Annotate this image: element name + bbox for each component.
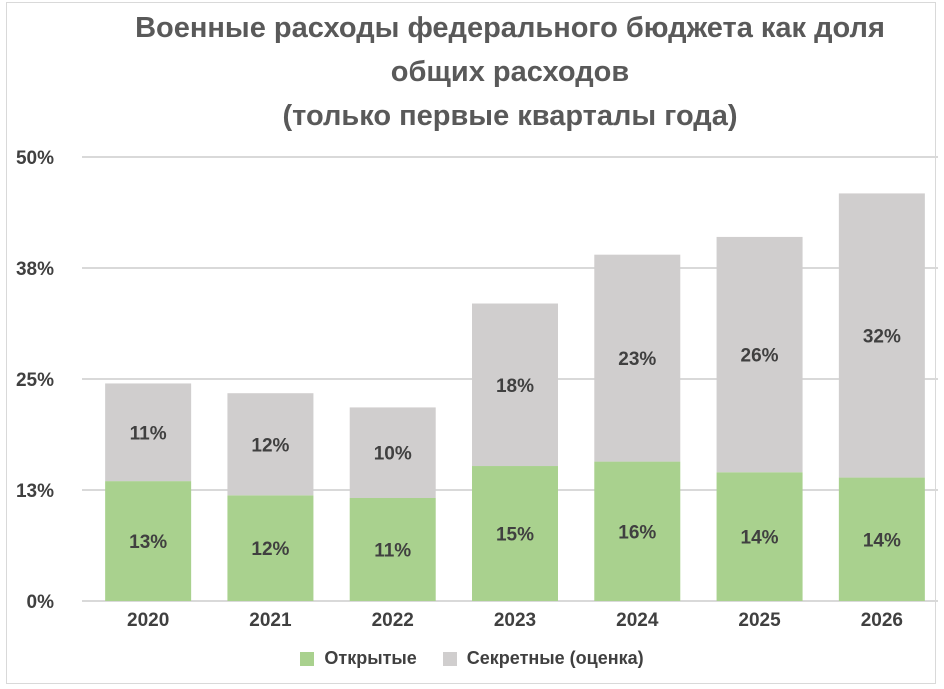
data-label-open: 13%: [129, 532, 167, 553]
legend: Открытые Секретные (оценка): [0, 648, 944, 669]
data-label-open: 14%: [863, 530, 901, 551]
data-label-secret: 23%: [618, 349, 656, 370]
bar-secret: [472, 303, 558, 467]
y-tick-label: 0%: [27, 592, 55, 613]
data-label-open: 14%: [741, 528, 779, 549]
x-tick-label: 2025: [738, 610, 781, 631]
data-label-secret: 18%: [496, 376, 534, 397]
x-tick-label: 2021: [249, 610, 292, 631]
x-tick-label: 2024: [616, 610, 659, 631]
y-tick-label: 13%: [16, 481, 54, 502]
bar-open: [349, 497, 436, 601]
legend-label-secret: Секретные (оценка): [466, 648, 644, 668]
legend-item-secret: Секретные (оценка): [442, 648, 644, 669]
data-label-secret: 12%: [251, 435, 289, 456]
data-label-secret: 11%: [130, 423, 167, 444]
chart-title-line-1: Военные расходы федерального бюджета как…: [135, 12, 885, 44]
data-label-secret: 32%: [863, 326, 901, 347]
bars: [105, 193, 925, 601]
data-label-open: 16%: [618, 522, 656, 543]
legend-label-open: Открытые: [324, 648, 417, 668]
x-tick-label: 2022: [372, 610, 414, 631]
bar-open: [227, 495, 314, 601]
chart-title-line-3: (только первые кварталы года): [282, 100, 738, 132]
bar-open: [716, 472, 803, 601]
bar-secret: [227, 393, 314, 496]
bar-open: [838, 477, 925, 601]
x-tick-label: 2020: [127, 610, 169, 631]
y-tick-label: 50%: [16, 148, 54, 169]
plot-area: 0% 13% 25% 38% 50% 13% 11% 2020 12% 12% 2021 11% 10%…: [16, 148, 938, 631]
y-tick-label: 38%: [16, 259, 54, 280]
bar-open: [472, 466, 558, 601]
legend-swatch-open: [300, 651, 315, 666]
bar-secret: [838, 193, 925, 478]
bar-secret: [105, 383, 192, 482]
chart-title-line-2: общих расходов: [390, 56, 630, 88]
legend-item-open: Открытые: [300, 648, 417, 669]
labels: 0% 13% 25% 38% 50% 13% 11% 2020 12% 12% 2021 11% 10%…: [16, 148, 903, 631]
chart-title: Военные расходы федерального бюджета как…: [70, 6, 944, 138]
bar-secret: [349, 407, 436, 498]
x-tick-label: 2023: [494, 610, 536, 631]
chart-frame: [6, 2, 936, 684]
bar-secret: [594, 254, 681, 462]
bar-secret: [716, 236, 803, 473]
data-label-secret: 26%: [741, 346, 779, 367]
bar-open: [594, 461, 681, 601]
x-tick-label: 2026: [861, 610, 903, 631]
y-tick-label: 25%: [16, 370, 54, 391]
legend-swatch-secret: [442, 651, 457, 666]
data-label-secret: 10%: [374, 444, 412, 465]
bar-open: [105, 481, 192, 601]
data-label-open: 15%: [496, 525, 534, 546]
data-label-open: 12%: [251, 539, 289, 560]
data-label-open: 11%: [374, 540, 411, 561]
